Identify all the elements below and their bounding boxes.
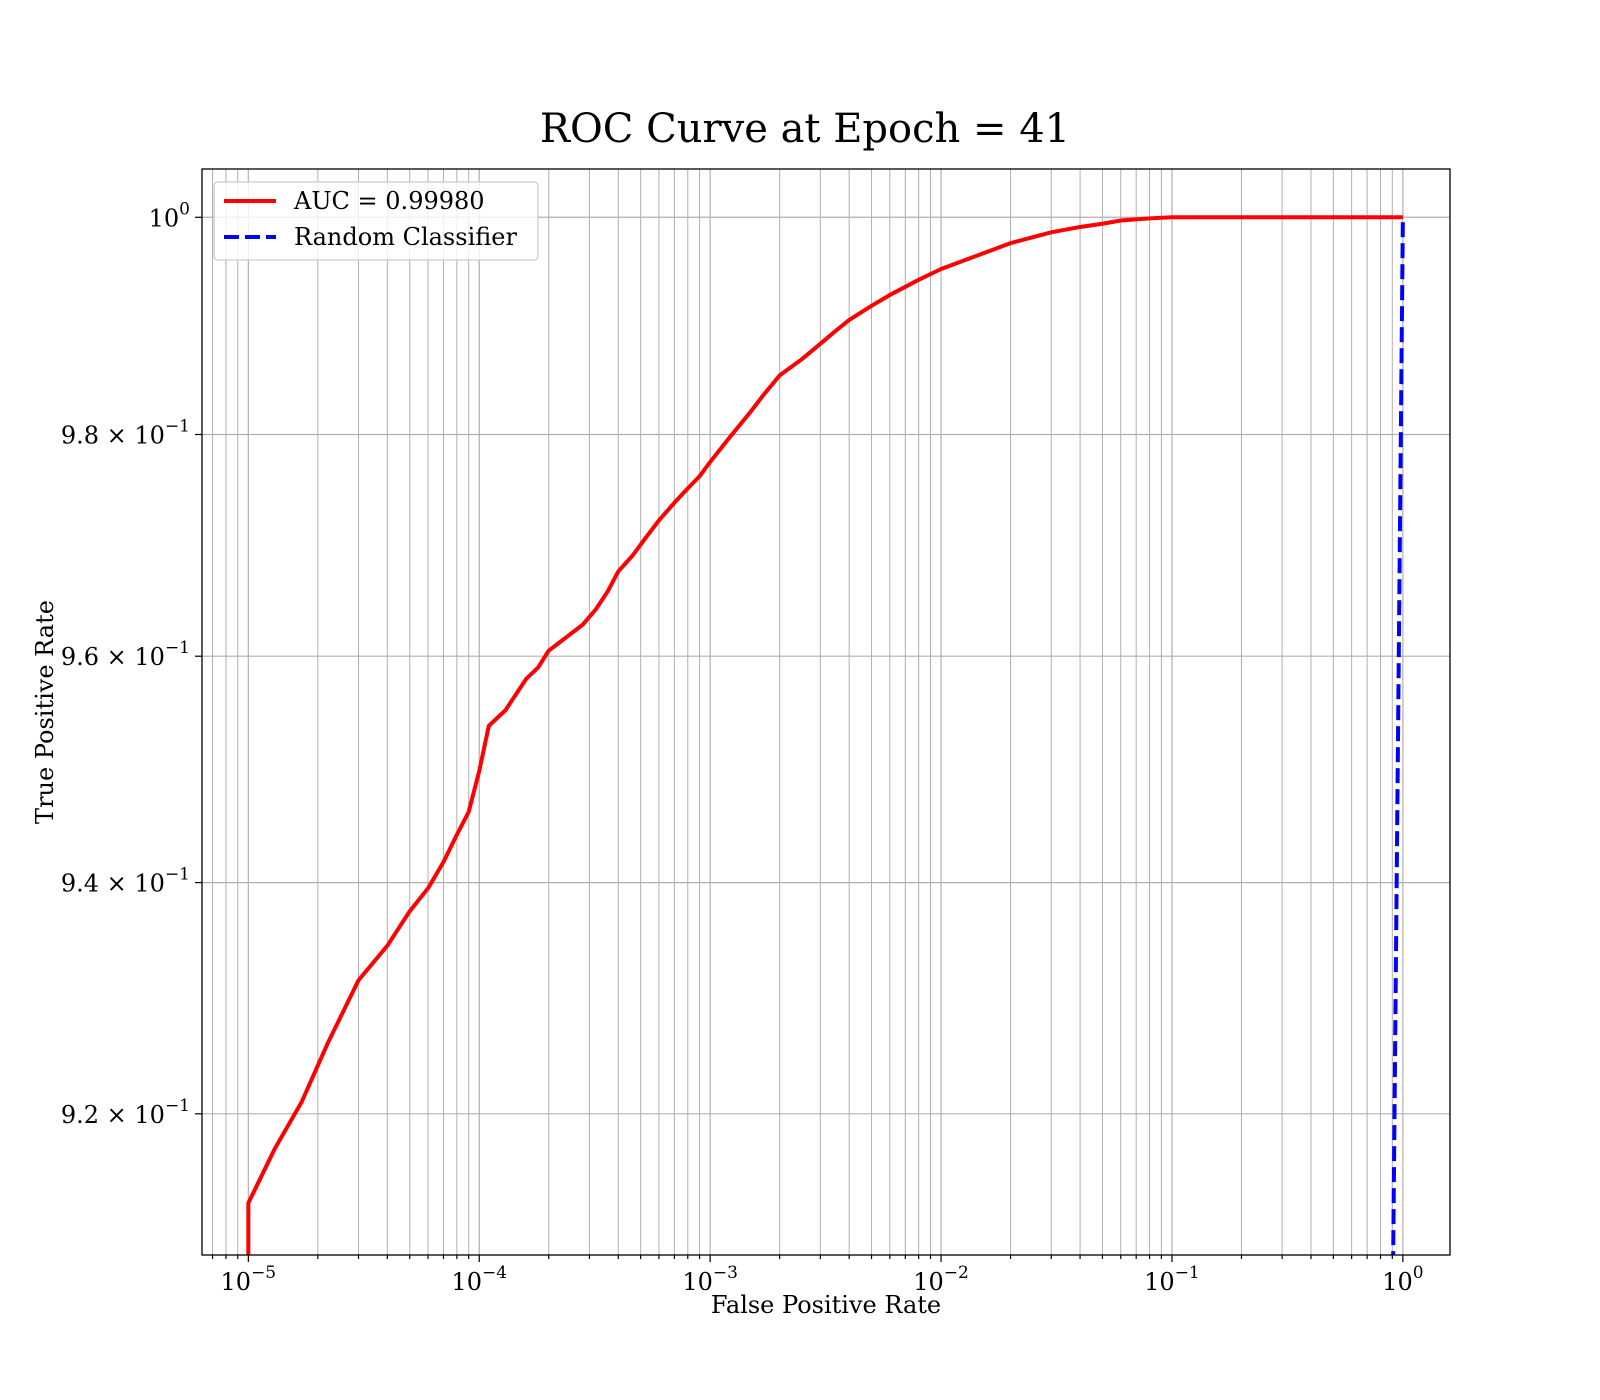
axis-ticks: 10−5 10−4 10−3 10−2 10−1 100 100 9.8 × 10−1 9.6 …	[61, 199, 1424, 1296]
x-tick-label: 10−2	[913, 1263, 969, 1296]
series-layer	[246, 215, 1405, 1255]
y-tick-label: 9.6 × 10−1	[61, 638, 190, 671]
x-tick-label: 10−4	[451, 1263, 507, 1296]
x-tick-label: 100	[1382, 1263, 1423, 1296]
grid-lines	[202, 169, 1450, 1255]
y-tick-label: 100	[149, 199, 190, 232]
legend: AUC = 0.99980 Random Classifier	[213, 181, 539, 261]
x-tick-label: 10−5	[221, 1263, 277, 1296]
legend-box	[213, 181, 539, 261]
plot-area-frame	[201, 168, 1451, 1256]
x-axis-label: False Positive Rate	[711, 1291, 941, 1319]
chart-title: ROC Curve at Epoch = 41	[540, 106, 1070, 152]
legend-label-auc: AUC = 0.99980	[293, 187, 485, 215]
x-tick-label: 10−1	[1144, 1263, 1200, 1296]
legend-label-random: Random Classifier	[294, 223, 517, 251]
y-tick-label: 9.2 × 10−1	[61, 1096, 190, 1129]
y-axis-label: True Positive Rate	[31, 600, 59, 824]
x-tick-label: 10−3	[682, 1263, 738, 1296]
random-classifier-line	[1391, 217, 1405, 1255]
y-tick-label: 9.8 × 10−1	[61, 417, 190, 450]
y-tick-label: 9.4 × 10−1	[61, 865, 190, 898]
roc-curve-line	[246, 215, 1403, 1255]
